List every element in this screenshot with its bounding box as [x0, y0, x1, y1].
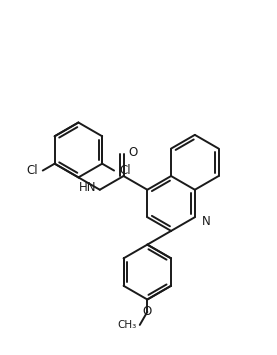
- Text: O: O: [129, 146, 138, 159]
- Text: N: N: [202, 215, 211, 228]
- Text: O: O: [143, 305, 152, 318]
- Text: Cl: Cl: [26, 164, 38, 177]
- Text: HN: HN: [78, 181, 96, 194]
- Text: Cl: Cl: [119, 164, 130, 177]
- Text: CH₃: CH₃: [118, 320, 137, 330]
